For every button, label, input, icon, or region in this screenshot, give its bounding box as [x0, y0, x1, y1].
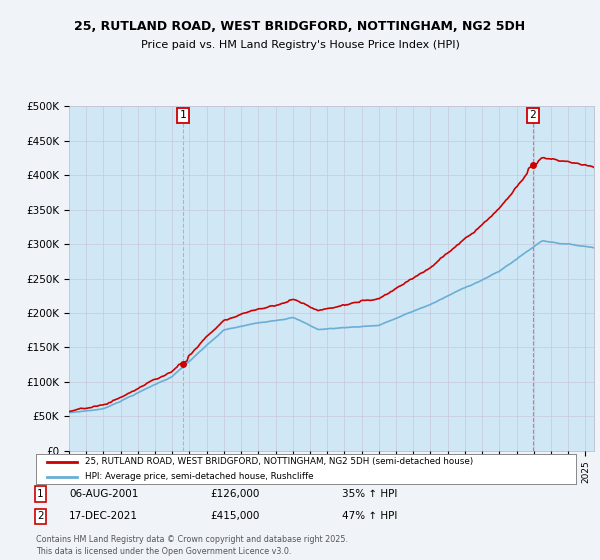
Text: 25, RUTLAND ROAD, WEST BRIDGFORD, NOTTINGHAM, NG2 5DH (semi-detached house): 25, RUTLAND ROAD, WEST BRIDGFORD, NOTTIN… [85, 458, 473, 466]
Text: 47% ↑ HPI: 47% ↑ HPI [342, 511, 397, 521]
Text: 06-AUG-2001: 06-AUG-2001 [69, 489, 139, 499]
Text: Contains HM Land Registry data © Crown copyright and database right 2025.
This d: Contains HM Land Registry data © Crown c… [36, 535, 348, 556]
Text: 17-DEC-2021: 17-DEC-2021 [69, 511, 138, 521]
Text: £126,000: £126,000 [210, 489, 259, 499]
Text: 2: 2 [529, 110, 536, 120]
Text: HPI: Average price, semi-detached house, Rushcliffe: HPI: Average price, semi-detached house,… [85, 472, 313, 481]
Text: £415,000: £415,000 [210, 511, 259, 521]
Text: 25, RUTLAND ROAD, WEST BRIDGFORD, NOTTINGHAM, NG2 5DH: 25, RUTLAND ROAD, WEST BRIDGFORD, NOTTIN… [74, 20, 526, 32]
Text: 2: 2 [37, 511, 44, 521]
Text: 35% ↑ HPI: 35% ↑ HPI [342, 489, 397, 499]
Text: Price paid vs. HM Land Registry's House Price Index (HPI): Price paid vs. HM Land Registry's House … [140, 40, 460, 50]
Text: 1: 1 [179, 110, 186, 120]
Text: 1: 1 [37, 489, 44, 499]
